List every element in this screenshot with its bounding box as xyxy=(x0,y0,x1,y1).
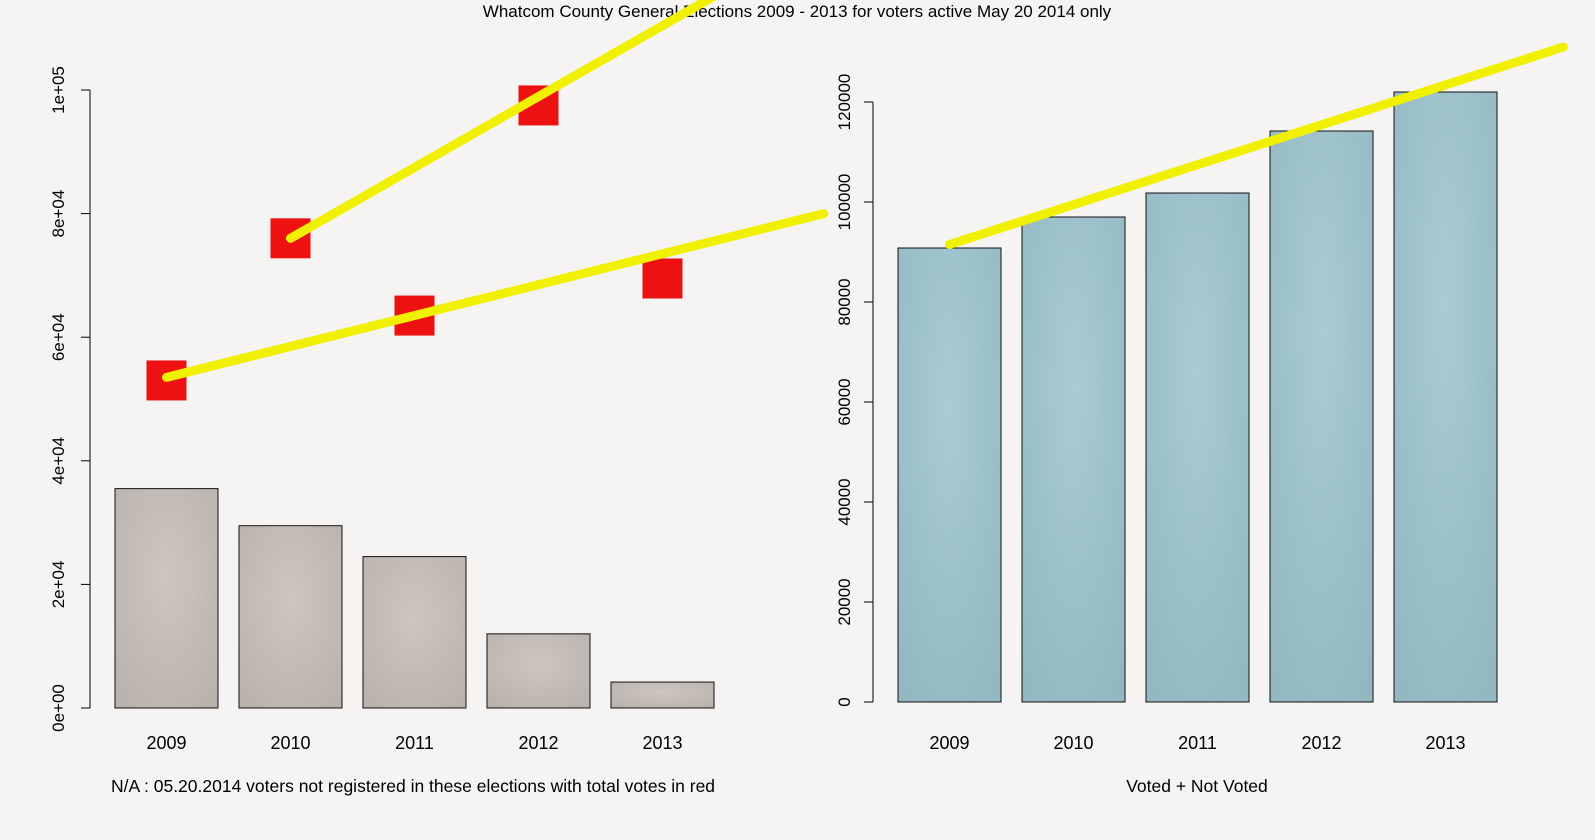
x-tick-label: 2010 xyxy=(270,733,310,753)
y-tick-label: 1e+05 xyxy=(49,66,68,114)
right-panel: 0 20000 40000 60000 80000 100000 120000 2009 201… xyxy=(835,74,1498,796)
x-tick-label: 2013 xyxy=(1425,733,1465,753)
bar-2010 xyxy=(238,525,343,709)
chart-title: Whatcom County General Elections 2009 - … xyxy=(483,2,1112,21)
trend-line-0-1 xyxy=(286,0,716,243)
left-panel: 0e+00 2e+04 4e+04 6e+04 8e+04 1e+05 2009 2010 20… xyxy=(49,66,715,796)
x-tick-label: 2010 xyxy=(1053,733,1093,753)
y-tick-label: 40000 xyxy=(835,478,854,525)
y-tick-label: 0e+00 xyxy=(49,684,68,732)
trend-line-1-0 xyxy=(945,42,1568,249)
bar-2013 xyxy=(610,681,715,709)
y-tick-label: 4e+04 xyxy=(49,437,68,485)
y-tick-label: 60000 xyxy=(835,378,854,425)
y-tick-label: 6e+04 xyxy=(49,313,68,361)
marker-2013 xyxy=(642,258,683,299)
bar-2009 xyxy=(114,488,219,709)
x-tick-label: 2009 xyxy=(146,733,186,753)
bar-2012 xyxy=(1269,130,1374,703)
x-axis-label: Voted + Not Voted xyxy=(1126,776,1268,796)
x-tick-label: 2012 xyxy=(1301,733,1341,753)
y-tick-label: 0 xyxy=(835,697,854,706)
bar-2013 xyxy=(1393,91,1498,703)
y-tick-label: 20000 xyxy=(835,578,854,625)
bar-2012 xyxy=(486,633,591,709)
y-tick-label: 80000 xyxy=(835,278,854,325)
x-tick-label: 2013 xyxy=(642,733,682,753)
x-tick-label: 2011 xyxy=(395,733,434,753)
x-axis-label: N/A : 05.20.2014 voters not registered i… xyxy=(111,776,715,796)
bar-2011 xyxy=(362,556,467,709)
y-tick-label: 100000 xyxy=(835,174,854,231)
bar-2010 xyxy=(1021,216,1126,703)
y-tick-label: 8e+04 xyxy=(49,190,68,238)
x-tick-label: 2011 xyxy=(1178,733,1217,753)
bar-2011 xyxy=(1145,192,1250,703)
x-tick-label: 2009 xyxy=(929,733,969,753)
trend-line-0-0 xyxy=(162,209,829,382)
y-tick-label: 2e+04 xyxy=(49,561,68,609)
y-tick-label: 120000 xyxy=(835,74,854,131)
bar-2009 xyxy=(897,247,1002,703)
x-tick-label: 2012 xyxy=(518,733,558,753)
trend-line-overlay xyxy=(162,0,1568,382)
